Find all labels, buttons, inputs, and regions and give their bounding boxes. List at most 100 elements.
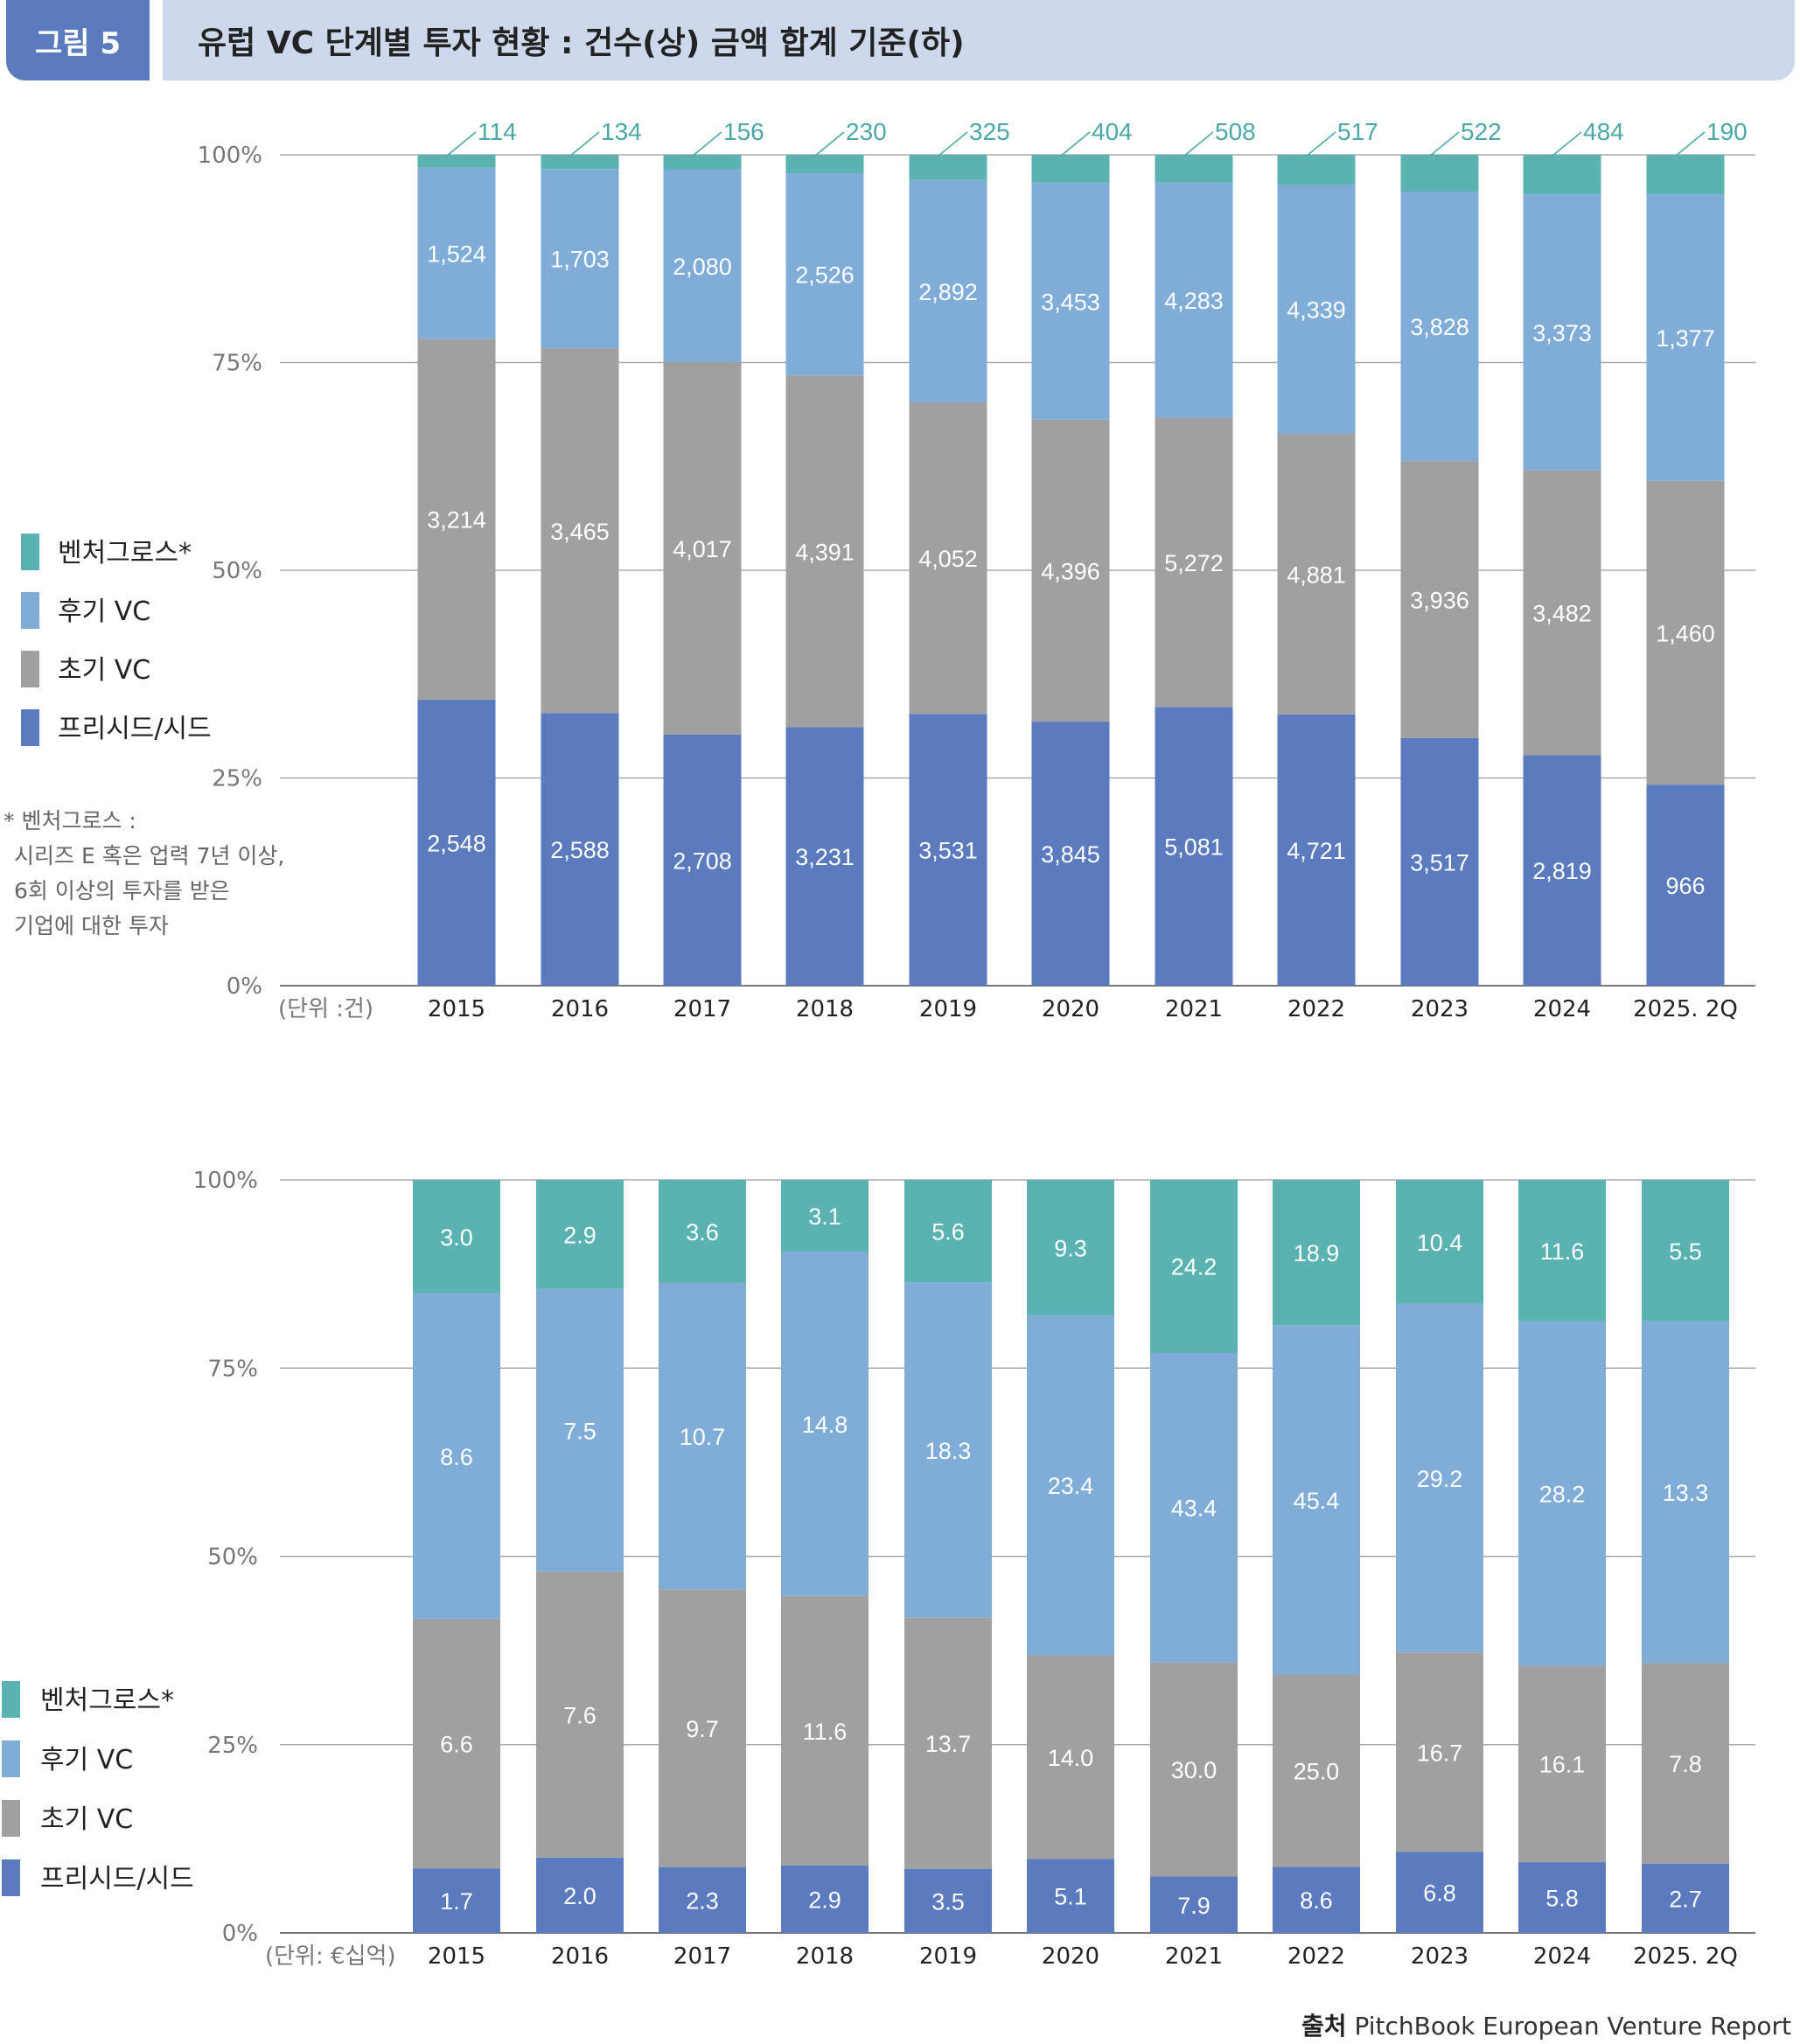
data-label: 3,482 xyxy=(1532,601,1592,627)
data-label: 7.8 xyxy=(1669,1751,1702,1777)
data-label: 4,881 xyxy=(1287,562,1346,588)
data-label: 9.3 xyxy=(1054,1235,1087,1261)
x-tick-label: 2015 xyxy=(428,996,485,1022)
data-label: 3,214 xyxy=(427,507,486,534)
data-label: 230 xyxy=(846,118,887,145)
legend-swatch xyxy=(2,1859,20,1896)
data-label: 10.4 xyxy=(1417,1230,1463,1256)
legend-label: 후기 VC xyxy=(40,1745,133,1775)
bar-segment xyxy=(1523,194,1601,471)
legend-swatch xyxy=(2,1800,20,1837)
data-label: 4,396 xyxy=(1041,558,1100,584)
bar-segment xyxy=(1277,155,1356,185)
x-tick-label: 2019 xyxy=(919,1943,977,1970)
y-tick-label: 100% xyxy=(198,143,262,169)
data-label: 3,845 xyxy=(1041,841,1100,868)
data-label: 3.1 xyxy=(808,1203,841,1230)
legend-swatch xyxy=(21,534,39,570)
bar-segment xyxy=(417,167,496,339)
bar-segment xyxy=(541,713,619,986)
x-tick-label: 2020 xyxy=(1042,1943,1099,1970)
unit-label: (단위: €십억) xyxy=(265,1943,396,1970)
figure-title-text: 유럽 VC 단계별 투자 현황 : 건수(상) 금액 합계 기준(하) xyxy=(198,25,965,61)
legend-label: 프리시드/시드 xyxy=(40,1864,194,1894)
footnote-line: * 벤처그로스 : xyxy=(3,808,136,834)
leader-line xyxy=(1551,131,1582,157)
bar-segment xyxy=(1396,1652,1483,1852)
x-tick-label: 2018 xyxy=(796,1943,854,1970)
bar-segment xyxy=(904,1617,992,1869)
data-label: 404 xyxy=(1092,118,1133,145)
bar-segment xyxy=(417,699,496,986)
bar-segment xyxy=(909,155,987,180)
data-label: 6.8 xyxy=(1423,1880,1456,1907)
bar-segment xyxy=(785,155,864,174)
data-label: 4,052 xyxy=(918,546,978,572)
y-tick-label: 0% xyxy=(227,973,262,1000)
bar-segment xyxy=(1150,1662,1238,1877)
data-label: 43.4 xyxy=(1171,1496,1217,1522)
data-label: 3.5 xyxy=(931,1888,965,1915)
bar-segment xyxy=(1646,480,1725,785)
y-tick-label: 50% xyxy=(207,1545,258,1571)
data-label: 1,703 xyxy=(550,247,610,273)
legend-label: 벤처그로스* xyxy=(40,1685,174,1716)
x-tick-label: 2018 xyxy=(796,996,854,1022)
bar-segment xyxy=(1277,434,1356,715)
legend-label: 벤처그로스* xyxy=(58,538,192,569)
bar-segment xyxy=(909,714,987,986)
data-label: 14.0 xyxy=(1048,1745,1094,1771)
bar-segment xyxy=(1277,184,1356,435)
legend-label: 프리시드/시드 xyxy=(58,714,212,744)
bar-segment xyxy=(541,348,619,714)
x-tick-label: 2021 xyxy=(1165,1943,1223,1970)
data-label: 8.6 xyxy=(1300,1887,1333,1914)
x-tick-label: 2017 xyxy=(673,996,731,1022)
bar-segment xyxy=(663,362,742,735)
bar-segment xyxy=(1523,155,1601,195)
bar-segment xyxy=(663,155,742,170)
bar-segment xyxy=(1031,182,1110,420)
bar-segment xyxy=(781,1252,869,1596)
leader-line xyxy=(569,131,600,157)
bar-segment xyxy=(1646,155,1725,195)
data-label: 14.8 xyxy=(802,1412,848,1438)
data-label: 190 xyxy=(1706,118,1748,145)
bar-segment xyxy=(659,1866,746,1933)
bar-segment xyxy=(1027,1859,1114,1933)
legend-swatch xyxy=(2,1741,20,1777)
data-label: 7.9 xyxy=(1177,1893,1210,1919)
legend-swatch xyxy=(21,709,39,746)
bar-segment xyxy=(1518,1321,1606,1666)
bar-segment xyxy=(413,1293,500,1619)
data-label: 3,517 xyxy=(1410,849,1469,876)
data-label: 5.1 xyxy=(1054,1884,1087,1910)
bar-segment xyxy=(909,179,987,402)
bar-segment xyxy=(1518,1180,1606,1322)
bar-segment xyxy=(1518,1862,1606,1933)
y-tick-label: 75% xyxy=(207,1356,258,1382)
data-label: 30.0 xyxy=(1171,1757,1217,1783)
bar-segment xyxy=(1150,1876,1238,1933)
data-label: 18.3 xyxy=(925,1438,972,1464)
data-label: 508 xyxy=(1215,118,1256,145)
bar-segment xyxy=(1273,1325,1360,1675)
bar-segment xyxy=(1518,1665,1606,1863)
data-label: 2,080 xyxy=(673,254,732,280)
leader-line xyxy=(1428,131,1460,157)
data-label: 13.3 xyxy=(1663,1480,1709,1506)
bar-segment xyxy=(1523,755,1601,986)
data-label: 9.7 xyxy=(686,1716,719,1742)
data-label: 13.7 xyxy=(925,1731,972,1757)
leader-line xyxy=(813,131,845,157)
data-label: 517 xyxy=(1337,118,1378,145)
data-label: 23.4 xyxy=(1048,1473,1094,1499)
bar-segment xyxy=(1273,1866,1360,1933)
bar-segment xyxy=(1027,1655,1114,1859)
bar-segment xyxy=(1277,714,1356,986)
bar-segment xyxy=(1273,1180,1360,1326)
data-label: 325 xyxy=(969,118,1010,145)
data-label: 1,377 xyxy=(1656,325,1715,352)
bar-segment xyxy=(541,155,619,170)
